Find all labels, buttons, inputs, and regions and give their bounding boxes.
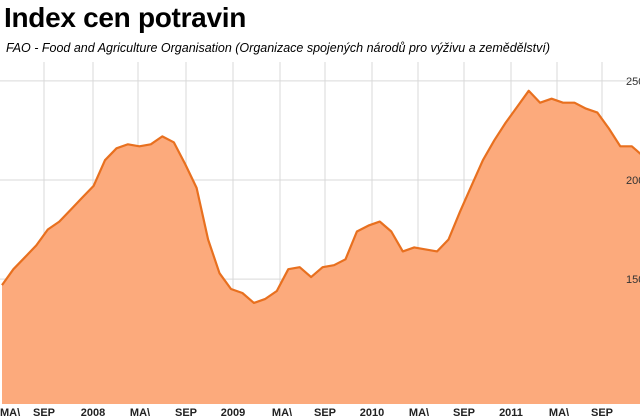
series-line [1,89,640,304]
chart-subtitle: FAO - Food and Agriculture Organisation … [6,41,551,55]
plot-area [1,89,640,404]
x-tick-label: 2011 [499,407,523,419]
y-tick-label: 150 [626,274,640,286]
series-area [2,90,640,404]
x-tick-label: MA\ [409,407,429,419]
y-tick-label: 200 [626,175,640,187]
y-axis: 150 200 250 [626,76,640,286]
x-tick-label: 2010 [360,407,384,419]
x-axis: MA\ SEP 2008 MA\ SEP 2009 MA\ SEP 2010 MA\ SEP 2011… [0,407,613,419]
x-tick-label: SEP [314,407,336,419]
x-tick-label: SEP [453,407,475,419]
x-tick-label: 2008 [81,407,105,419]
x-tick-label: 2009 [221,407,245,419]
x-tick-label: SEP [175,407,197,419]
x-tick-label: SEP [591,407,613,419]
x-tick-label: MA\ [549,407,569,419]
x-tick-label: MA\ [272,407,292,419]
x-tick-label: MA\ [130,407,150,419]
x-tick-label: MA\ [0,407,20,419]
x-tick-label: SEP [33,407,55,419]
chart-title: Index cen potravin [4,2,246,33]
y-tick-label: 250 [626,76,640,88]
